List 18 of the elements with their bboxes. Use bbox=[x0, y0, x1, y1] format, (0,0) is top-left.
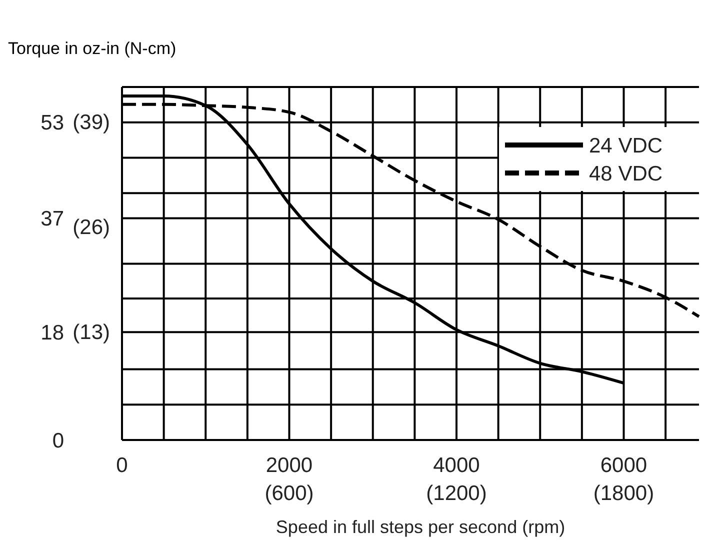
legend-label: 48 VDC bbox=[589, 162, 663, 186]
y-tick-label: 18 bbox=[40, 321, 64, 344]
y-tick-label: 37 bbox=[40, 208, 64, 231]
x2-tick-label: (600) bbox=[264, 482, 314, 505]
legend-label: 24 VDC bbox=[589, 134, 663, 158]
y-tick-label: 53 bbox=[40, 112, 64, 135]
y2-tick-label: (39) bbox=[72, 111, 110, 134]
chart-subtitle: Torque in oz-in (N-cm) bbox=[8, 39, 176, 58]
x-axis-title: Speed in full steps per second (rpm) bbox=[276, 517, 566, 537]
x-tick-label: 0 bbox=[116, 454, 128, 477]
y2-tick-label: (13) bbox=[72, 321, 110, 344]
y-tick-label: 0 bbox=[52, 429, 64, 452]
x-tick-label: 2000 bbox=[266, 454, 313, 477]
x2-tick-label: (1200) bbox=[426, 482, 487, 505]
y2-tick-label: (26) bbox=[72, 216, 110, 240]
x2-tick-label: (1800) bbox=[593, 482, 654, 505]
x-tick-label: 4000 bbox=[433, 454, 480, 477]
x-tick-label: 6000 bbox=[600, 454, 648, 477]
